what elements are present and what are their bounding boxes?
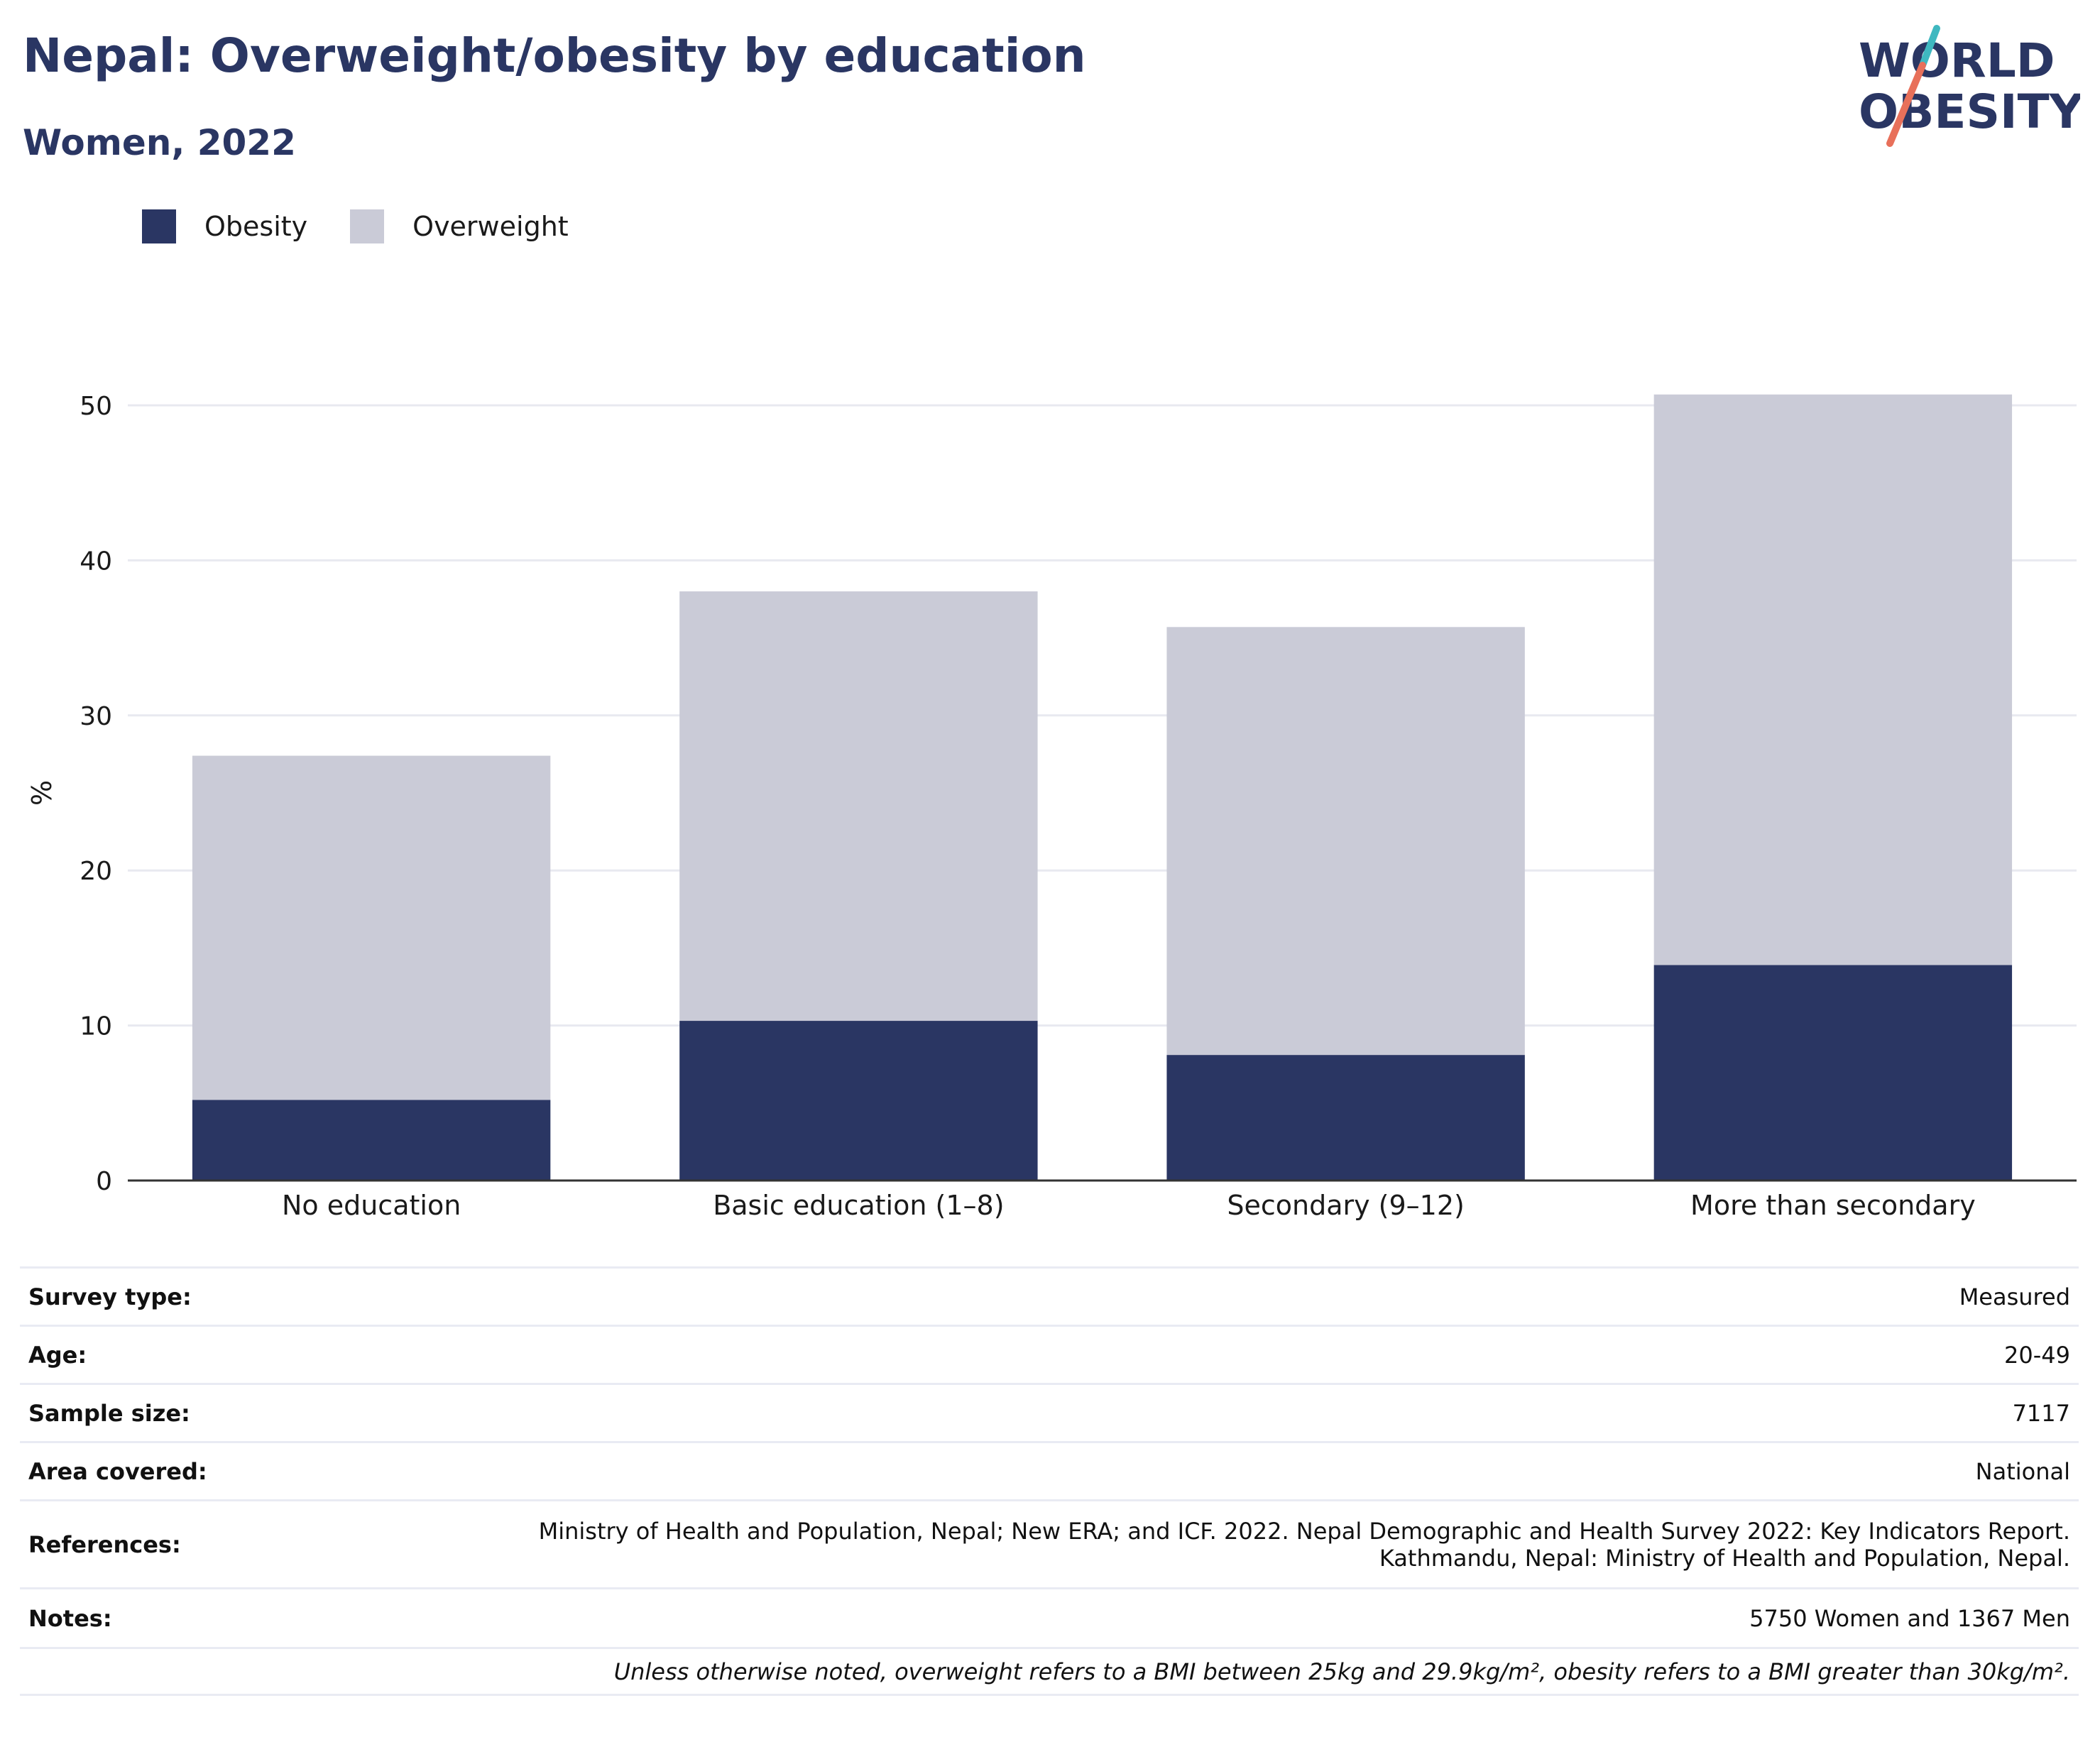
info-row: References: Ministry of Health and Popula… bbox=[20, 1499, 2079, 1589]
page-title: Nepal: Overweight/obesity by education bbox=[23, 28, 1086, 83]
y-tick-label: 30 bbox=[80, 702, 112, 731]
info-row: Sample size: 7117 bbox=[20, 1383, 2079, 1442]
legend-label-obesity: Obesity bbox=[204, 211, 308, 242]
info-value: National bbox=[251, 1441, 2079, 1501]
world-obesity-logo: WORLD OBESITY bbox=[1859, 25, 2080, 147]
y-tick-label: 0 bbox=[96, 1167, 112, 1196]
info-value-line: 5750 Women and 1367 Men bbox=[1749, 1604, 2070, 1632]
survey-info-table: Survey type: Measured Age: 20-49 Sample size… bbox=[20, 1266, 2079, 1696]
legend-swatch-overweight bbox=[350, 209, 385, 243]
info-row: Area covered: National bbox=[20, 1441, 2079, 1501]
bar-obesity-3 bbox=[1166, 1055, 1525, 1181]
bar-overweight-1 bbox=[192, 755, 551, 1100]
y-axis-label: % bbox=[26, 780, 58, 806]
info-value-line: Kathmandu, Nepal: Ministry of Health and… bbox=[1379, 1544, 2070, 1572]
page-subtitle: Women, 2022 bbox=[23, 122, 296, 163]
logo-word-world: WORLD bbox=[1859, 33, 2055, 88]
logo-slash-bottom bbox=[1886, 62, 1926, 147]
y-tick-label: 50 bbox=[80, 392, 112, 421]
bar-overweight-2 bbox=[679, 591, 1038, 1022]
x-tick-label: Basic education (1–8) bbox=[713, 1190, 1004, 1221]
info-row: Survey type: Measured bbox=[20, 1266, 2079, 1326]
info-label: Survey type: bbox=[20, 1266, 251, 1326]
footnote-row: Unless otherwise noted, overweight refer… bbox=[20, 1647, 2079, 1696]
info-label: Sample size: bbox=[20, 1383, 251, 1442]
logo-slash-top bbox=[1919, 25, 1940, 69]
info-row: Age: 20-49 bbox=[20, 1325, 2079, 1384]
info-label: References: bbox=[20, 1499, 251, 1589]
info-value-line: 20-49 bbox=[2004, 1341, 2070, 1369]
y-tick-label: 40 bbox=[80, 547, 112, 576]
chart-legend: Obesity Overweight bbox=[142, 209, 611, 243]
info-value-line: Ministry of Health and Population, Nepal… bbox=[538, 1517, 2070, 1545]
info-label: Notes: bbox=[20, 1587, 251, 1648]
info-value: Ministry of Health and Population, Nepal… bbox=[251, 1499, 2079, 1589]
bar-overweight-3 bbox=[1166, 627, 1525, 1056]
legend-item-overweight[interactable]: Overweight bbox=[350, 209, 569, 243]
legend-item-obesity[interactable]: Obesity bbox=[142, 209, 307, 243]
info-label: Area covered: bbox=[20, 1441, 251, 1501]
y-tick-label: 10 bbox=[80, 1012, 112, 1041]
info-value: 5750 Women and 1367 Men bbox=[251, 1587, 2079, 1648]
legend-label-overweight: Overweight bbox=[412, 211, 569, 242]
info-row: Notes: 5750 Women and 1367 Men bbox=[20, 1587, 2079, 1648]
x-tick-label: More than secondary bbox=[1690, 1190, 1976, 1221]
info-value: Measured bbox=[251, 1266, 2079, 1326]
legend-swatch-obesity bbox=[142, 209, 176, 243]
bar-obesity-2 bbox=[679, 1021, 1038, 1181]
bar-obesity-4 bbox=[1653, 965, 2013, 1181]
footnote: Unless otherwise noted, overweight refer… bbox=[20, 1647, 2079, 1696]
info-value-line: 7117 bbox=[2012, 1399, 2070, 1427]
bar-chart: 0 10 20 30 40 50% No education Basic education … bbox=[26, 392, 2077, 1221]
x-tick-label: Secondary (9–12) bbox=[1227, 1190, 1465, 1221]
info-value: 20-49 bbox=[251, 1325, 2079, 1384]
info-value: 7117 bbox=[251, 1383, 2079, 1442]
bar-obesity-1 bbox=[192, 1100, 551, 1181]
y-tick-label: 20 bbox=[80, 857, 112, 886]
x-tick-label: No education bbox=[282, 1190, 461, 1221]
info-label: Age: bbox=[20, 1325, 251, 1384]
info-value-line: Measured bbox=[1959, 1283, 2070, 1310]
info-value-line: National bbox=[1975, 1457, 2070, 1485]
bar-overweight-4 bbox=[1653, 394, 2013, 965]
